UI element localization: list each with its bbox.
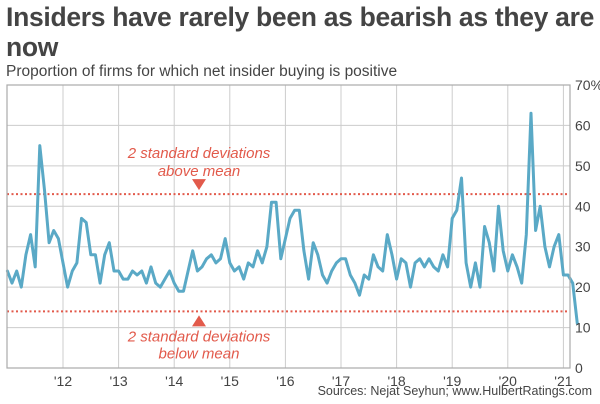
x-tick-label: '19 <box>443 373 461 389</box>
arrow-down-icon <box>192 179 206 191</box>
x-tick-label: '17 <box>332 373 350 389</box>
series-line <box>5 111 579 325</box>
x-tick-label: '21 <box>554 373 572 389</box>
reference-lines <box>7 193 570 313</box>
annotation-upper-line2: above mean <box>158 163 241 180</box>
annotation-lower-line1: 2 standard deviations <box>127 328 271 345</box>
x-tick-label: '14 <box>165 373 183 389</box>
x-tick-label: '16 <box>276 373 294 389</box>
chart-subtitle: Proportion of firms for which net inside… <box>6 63 398 80</box>
x-tick-label: '18 <box>387 373 405 389</box>
chart-title: Insiders have rarely been as bearish as … <box>6 2 595 62</box>
grid <box>7 85 570 368</box>
y-tick-label: 10 <box>575 320 591 336</box>
annotation-lower-line2: below mean <box>159 345 240 362</box>
x-axis-ticks: '12 '13 '14 '15 '16 '17 '18 '19 '20 '21 <box>54 373 573 389</box>
y-tick-label: 30 <box>575 239 591 255</box>
plot-frame <box>6 84 571 369</box>
y-tick-label: 20 <box>575 279 591 295</box>
y-axis-ticks: 0 10 20 30 40 50 60 70% <box>575 77 600 376</box>
annotation-upper-line1: 2 standard deviations <box>127 145 271 162</box>
arrow-up-icon <box>192 315 206 327</box>
y-tick-label: 50 <box>575 158 591 174</box>
x-tick-label: '20 <box>499 373 517 389</box>
source-note: Sources: Nejat Seyhun; www.HulbertRating… <box>317 384 592 398</box>
x-tick-label: '12 <box>54 373 72 389</box>
y-tick-label: 70% <box>575 77 600 93</box>
y-tick-label: 0 <box>575 360 583 376</box>
x-tick-label: '13 <box>109 373 127 389</box>
series-layer <box>5 111 579 325</box>
y-tick-label: 40 <box>575 198 591 214</box>
y-tick-label: 60 <box>575 117 591 133</box>
x-tick-label: '15 <box>221 373 239 389</box>
